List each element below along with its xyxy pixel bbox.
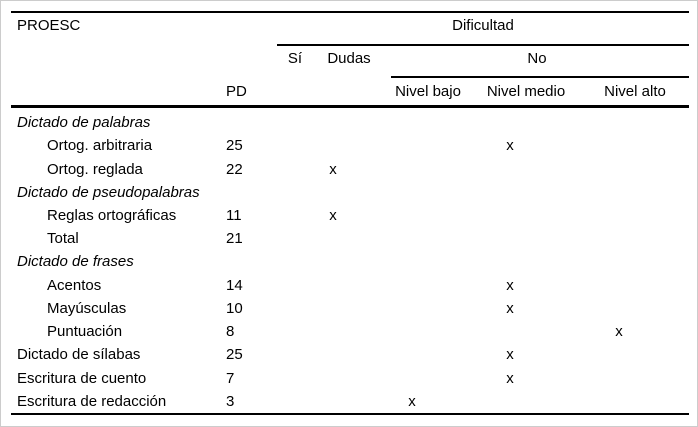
rule-dificultad-underline <box>277 44 689 46</box>
table-row: Dictado de pseudopalabras <box>1 181 697 204</box>
x-mark: x <box>506 346 514 364</box>
rule-header-bottom <box>11 105 689 108</box>
table-row: Ortog. reglada 22 x <box>1 157 697 180</box>
col-header-pd: PD <box>226 83 247 100</box>
row-label: Puntuación <box>47 323 123 341</box>
mark-cell-bajo: x <box>385 393 471 410</box>
mark-cell-medio: x <box>471 137 581 154</box>
row-label: Acentos <box>47 276 102 294</box>
rule-no-underline <box>391 76 689 78</box>
x-mark: x <box>506 369 514 387</box>
x-mark: x <box>329 160 337 178</box>
pd-value: 14 <box>226 276 243 294</box>
x-mark: x <box>506 276 514 294</box>
col-header-nivel-alto: Nivel alto <box>604 83 666 100</box>
row-label: Total <box>47 230 79 248</box>
col-header-nivel-medio: Nivel medio <box>486 83 566 100</box>
mark-cell-dudas: x <box>313 207 385 224</box>
table-row: Dictado de palabras <box>1 111 697 134</box>
pd-value: 8 <box>226 323 235 341</box>
x-mark: x <box>506 299 514 317</box>
pd-value: 7 <box>226 369 235 387</box>
table-row: Ortog. arbitraria 25 x <box>1 134 697 157</box>
row-label: Dictado de palabras <box>17 114 151 132</box>
col-header-dudas: Dudas <box>327 50 371 67</box>
dificultad-header: Dificultad <box>452 17 514 34</box>
row-label: Dictado de sílabas <box>17 346 141 364</box>
corner-label: PROESC <box>17 17 81 34</box>
table-row: Dictado de frases <box>1 250 697 273</box>
row-label: Escritura de cuento <box>17 369 147 387</box>
mark-cell-medio: x <box>471 277 581 294</box>
pd-value: 3 <box>226 392 235 410</box>
table-body: Dictado de palabras Ortog. arbitraria 25 x O… <box>1 111 697 413</box>
row-label: Mayúsculas <box>47 299 127 317</box>
mark-cell-medio: x <box>471 370 581 387</box>
pd-value: 11 <box>226 206 242 224</box>
table-row: Total 21 <box>1 227 697 250</box>
table-row: Puntuación 8 x <box>1 320 697 343</box>
row-label: Reglas ortográficas <box>47 206 177 224</box>
pd-value: 10 <box>226 299 243 317</box>
table-row: Escritura de cuento 7 x <box>1 366 697 389</box>
table-row: Mayúsculas 10 x <box>1 297 697 320</box>
col-header-no: No <box>527 50 547 67</box>
pd-value: 25 <box>226 137 243 155</box>
rule-bottom <box>11 413 689 415</box>
row-label: Dictado de pseudopalabras <box>17 183 200 201</box>
mark-cell-medio: x <box>471 300 581 317</box>
mark-cell-dudas: x <box>313 161 385 178</box>
x-mark: x <box>329 206 337 224</box>
rule-top <box>11 11 689 13</box>
pd-value: 22 <box>226 160 243 178</box>
mark-cell-medio: x <box>471 346 581 363</box>
x-mark: x <box>408 392 416 410</box>
table-row: Reglas ortográficas 11 x <box>1 204 697 227</box>
table-row: Dictado de sílabas 25 x <box>1 343 697 366</box>
x-mark: x <box>506 137 514 155</box>
row-label: Dictado de frases <box>17 253 134 271</box>
mark-cell-alto: x <box>581 323 689 340</box>
x-mark: x <box>615 323 623 341</box>
table-row: Acentos 14 x <box>1 274 697 297</box>
col-header-si: Sí <box>287 50 303 67</box>
pd-value: 21 <box>226 230 243 248</box>
row-label: Escritura de redacción <box>17 392 167 410</box>
col-header-nivel-bajo: Nivel bajo <box>395 83 461 100</box>
table-row: Escritura de redacción 3 x <box>1 390 697 413</box>
row-label: Ortog. arbitraria <box>47 137 153 155</box>
pd-value: 25 <box>226 346 243 364</box>
row-label: Ortog. reglada <box>47 160 143 178</box>
